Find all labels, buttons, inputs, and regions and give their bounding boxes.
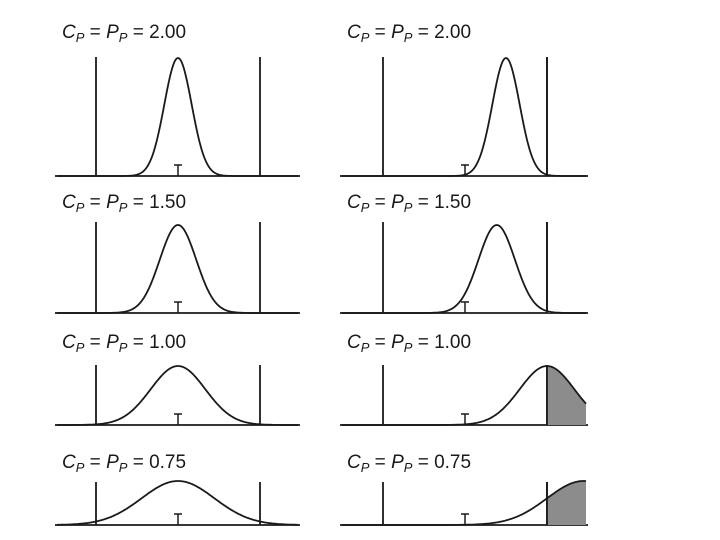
out-of-spec-tail [547,481,586,525]
distribution-curve [57,365,298,426]
panel-label: CP = PP = 2.00 [62,22,186,45]
panel-label: CP = PP = 0.75 [62,452,186,475]
panel-label: CP = PP = 1.00 [62,332,186,355]
distribution-curve [342,57,586,177]
panel-label: CP = PP = 1.50 [347,192,471,215]
panel-label: CP = PP = 2.00 [347,22,471,45]
panel-7: CP = PP = 0.75 [55,452,300,526]
panel-8: CP = PP = 0.75 [340,452,588,526]
panel-2: CP = PP = 2.00 [340,22,588,177]
panel-5: CP = PP = 1.00 [55,332,300,426]
distribution-curve [342,480,587,526]
panels-root: CP = PP = 2.00 CP = PP = 2.00 CP = PP = 1.… [55,22,588,526]
panel-6: CP = PP = 1.00 [340,332,588,426]
out-of-spec-tail [547,366,586,425]
panel-label: CP = PP = 0.75 [347,452,471,475]
panel-4: CP = PP = 1.50 [340,192,588,314]
distribution-curve [342,365,587,426]
panel-label: CP = PP = 1.00 [347,332,471,355]
panel-3: CP = PP = 1.50 [55,192,300,314]
distribution-curve [57,480,298,526]
distribution-curve [342,224,586,314]
panel-1: CP = PP = 2.00 [55,22,300,177]
distribution-curve [57,57,298,177]
distribution-curve [57,224,298,314]
panel-label: CP = PP = 1.50 [62,192,186,215]
